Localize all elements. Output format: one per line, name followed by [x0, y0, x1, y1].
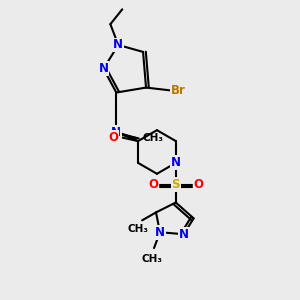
Text: O: O	[108, 130, 118, 144]
Text: N: N	[171, 156, 181, 170]
Text: CH₃: CH₃	[142, 133, 163, 143]
Text: O: O	[194, 178, 204, 191]
Text: CH₃: CH₃	[142, 254, 163, 264]
Text: N: N	[155, 226, 165, 239]
Text: S: S	[172, 178, 180, 191]
Text: Br: Br	[171, 84, 186, 97]
Text: N: N	[179, 228, 189, 241]
Text: N: N	[111, 126, 121, 139]
Text: N: N	[98, 62, 108, 75]
Text: O: O	[148, 178, 158, 191]
Text: CH₃: CH₃	[128, 224, 149, 234]
Text: N: N	[113, 38, 123, 52]
